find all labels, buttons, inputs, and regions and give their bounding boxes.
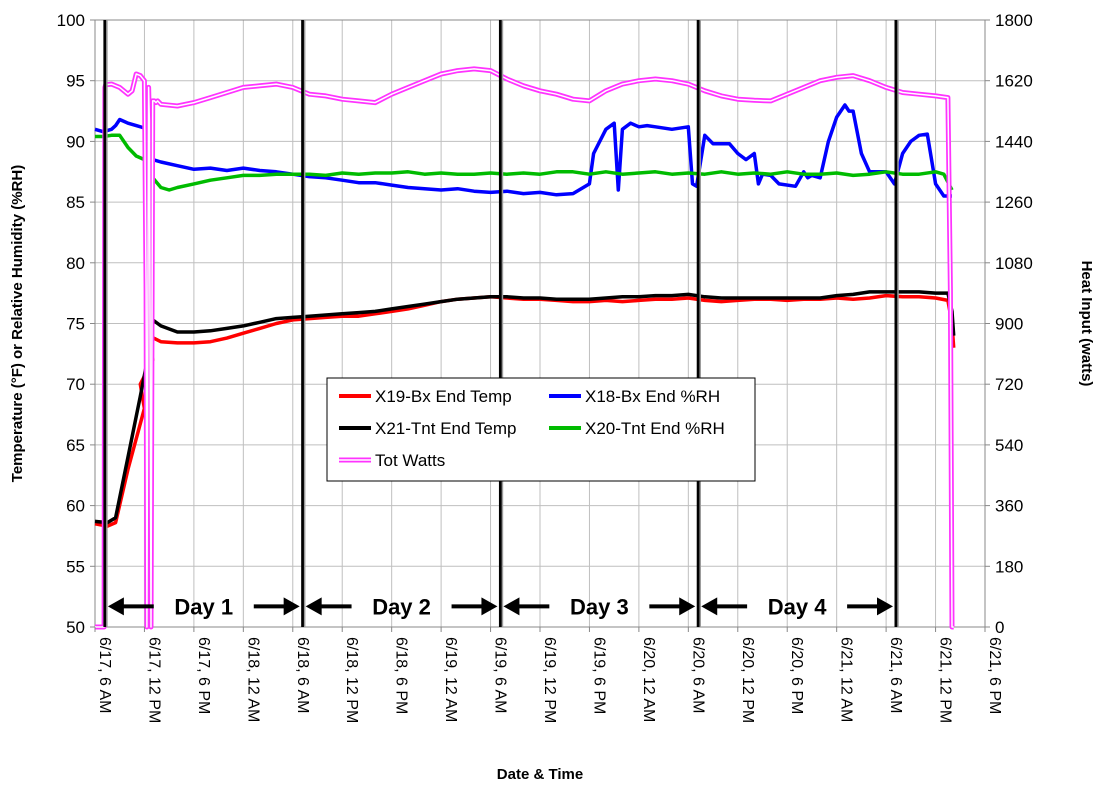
day-arrow-left-head <box>305 597 322 616</box>
series-x21-tnt-end-temp <box>94 290 956 525</box>
y-tick-label: 80 <box>66 254 85 273</box>
y-tick-label: 55 <box>66 557 85 576</box>
y-tick-label: 65 <box>66 436 85 455</box>
x-tick-label: 6/17, 12 PM <box>145 637 162 723</box>
y2-tick-label: 720 <box>995 375 1023 394</box>
day-arrow-right-head <box>481 597 498 616</box>
day-label: Day 1 <box>174 594 233 619</box>
y-tick-label: 50 <box>66 618 85 637</box>
y2-tick-label: 1620 <box>995 72 1033 91</box>
day-labels-group: Day 1 Day 2 Day 3 Day 4 <box>107 594 893 619</box>
x-tick-label: 6/19, 12 PM <box>541 637 558 723</box>
day-arrow-left-head <box>503 597 520 616</box>
series-x20-tnt-end-rh <box>95 133 954 192</box>
day-label: Day 3 <box>570 594 629 619</box>
x-tick-label: 6/20, 12 PM <box>739 637 756 723</box>
x-tick-label: 6/18, 12 AM <box>244 637 261 722</box>
day-arrow-right-head <box>679 597 696 616</box>
x-tick-label: 6/17, 6 AM <box>96 637 113 714</box>
x-tick-label: 6/19, 6 AM <box>492 637 509 714</box>
day-arrow-left-head <box>701 597 718 616</box>
x-tick-label: 6/21, 6 AM <box>887 637 904 714</box>
y2-tick-label: 1440 <box>995 132 1033 151</box>
y-tick-label: 90 <box>66 132 85 151</box>
x-tick-label: 6/20, 6 PM <box>788 637 805 714</box>
x-tick-label: 6/20, 12 AM <box>640 637 657 722</box>
x-tick-label: 6/19, 12 AM <box>442 637 459 722</box>
day-arrow-right-head <box>283 597 300 616</box>
y2-tick-label: 0 <box>995 618 1004 637</box>
series-group <box>94 66 956 630</box>
day-label: Day 2 <box>372 594 431 619</box>
y2-tick-label: 360 <box>995 497 1023 516</box>
legend-label: X21-Tnt End Temp <box>375 419 516 438</box>
legend: X19-Bx End Temp X18-Bx End %RH X21-Tnt End… <box>326 377 756 482</box>
x-tick-label: 6/21, 6 PM <box>986 637 1003 714</box>
legend-label: X20-Tnt End %RH <box>585 419 725 438</box>
x-tick-label: 6/21, 12 AM <box>838 637 855 722</box>
legend-label: X19-Bx End Temp <box>375 387 512 406</box>
legend-label: X18-Bx End %RH <box>585 387 720 406</box>
y2-tick-label: 180 <box>995 557 1023 576</box>
legend-box <box>326 377 756 482</box>
x-tick-label: 6/17, 6 PM <box>195 637 212 714</box>
y2-tick-label: 900 <box>995 315 1023 334</box>
day-markers <box>103 20 899 627</box>
y-tick-label: 85 <box>66 193 85 212</box>
x-tick-label: 6/21, 12 PM <box>937 637 954 723</box>
x-tick-label: 6/18, 6 AM <box>294 637 311 714</box>
x-tick-label: 6/18, 6 PM <box>393 637 410 714</box>
y-axis-title: Temperature (°F) or Relative Humidity (%… <box>9 165 26 482</box>
x-axis-title: Date & Time <box>497 766 583 783</box>
y2-tick-label: 540 <box>995 436 1023 455</box>
axes-group: 50 55 60 65 70 75 80 85 90 95 100 0 180 360 540 720 900 1… <box>57 11 1033 723</box>
series-x18-bx-end-rh <box>94 103 952 198</box>
series-tot-watts-inner <box>95 68 954 628</box>
y-tick-label: 70 <box>66 375 85 394</box>
y-tick-label: 75 <box>66 315 85 334</box>
day-arrow-right-head <box>877 597 893 616</box>
y2-tick-label: 1800 <box>995 11 1033 30</box>
y2-tick-label: 1080 <box>995 254 1033 273</box>
x-tick-label: 6/19, 6 PM <box>590 637 607 714</box>
y-tick-label: 100 <box>57 11 85 30</box>
day-arrow-left-head <box>107 597 124 616</box>
legend-label: Tot Watts <box>375 451 445 470</box>
y-tick-label: 60 <box>66 497 85 516</box>
y-tick-label: 95 <box>66 72 85 91</box>
y2-axis-title: Heat Input (watts) <box>1078 261 1095 387</box>
x-tick-label: 6/18, 12 PM <box>343 637 360 723</box>
x-tick-label: 6/20, 6 AM <box>689 637 706 714</box>
y2-tick-label: 1260 <box>995 193 1033 212</box>
day-label: Day 4 <box>768 594 827 619</box>
